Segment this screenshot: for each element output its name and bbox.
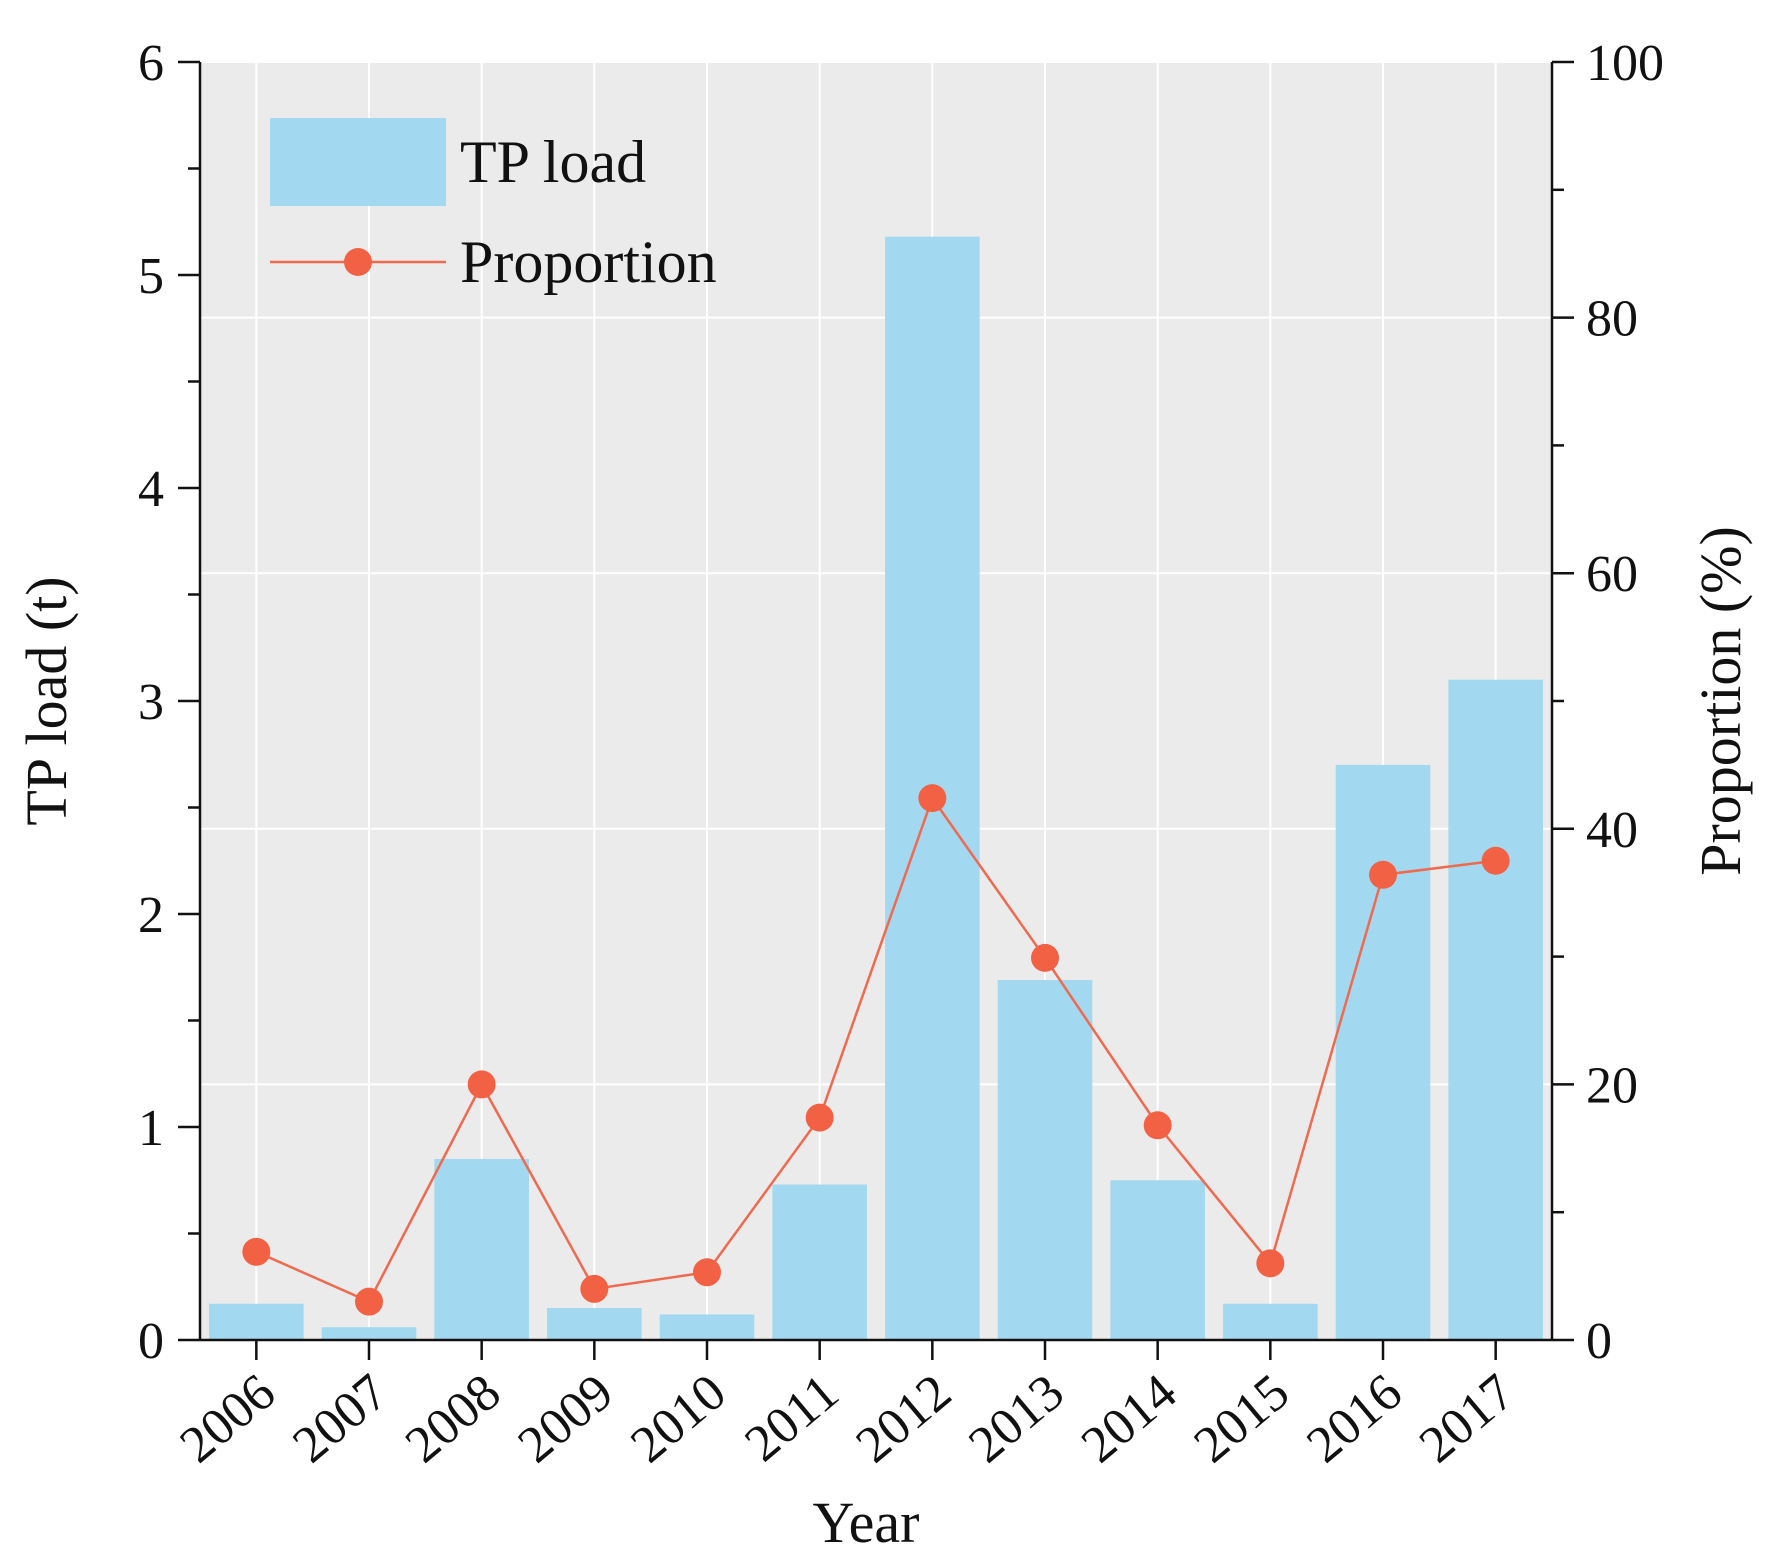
legend-bar-swatch (270, 118, 446, 206)
bar-2009 (547, 1308, 642, 1340)
point-2017 (1481, 846, 1510, 875)
bar-2011 (772, 1184, 867, 1340)
plot-background (200, 62, 1552, 1340)
x-tick-label: 2011 (735, 1364, 850, 1473)
x-tick-label: 2008 (395, 1364, 511, 1475)
bar-2010 (659, 1314, 755, 1340)
x-tick-label: 2017 (1409, 1364, 1525, 1475)
x-tick-label: 2013 (958, 1364, 1074, 1475)
right-tick-label: 0 (1586, 1313, 1612, 1370)
point-2007 (355, 1287, 383, 1316)
left-tick-label: 4 (138, 461, 164, 518)
right-tick-label: 80 (1586, 291, 1638, 348)
x-tick-label: 2015 (1184, 1364, 1300, 1475)
x-tick-label: 2014 (1071, 1364, 1187, 1475)
bar-2016 (1335, 764, 1431, 1340)
right-tick-label: 60 (1586, 546, 1638, 603)
right-tick-label: 40 (1586, 802, 1638, 859)
x-tick-label: 2016 (1296, 1364, 1412, 1475)
bar-2015 (1223, 1303, 1318, 1340)
point-2010 (693, 1258, 721, 1287)
point-2011 (805, 1103, 834, 1132)
point-2014 (1143, 1111, 1172, 1140)
right-axis-title: Proportion (%) (1688, 526, 1753, 876)
legend-label-proportion: Proportion (460, 229, 717, 295)
left-tick-label: 3 (138, 674, 164, 731)
left-axis-title: TP load (t) (14, 576, 79, 825)
left-tick-label: 2 (138, 887, 164, 944)
x-tick-label: 2007 (282, 1364, 398, 1475)
point-2013 (1031, 943, 1059, 972)
x-tick-label: 2009 (508, 1364, 624, 1475)
point-2012 (918, 784, 947, 813)
x-tick-label: 2012 (846, 1364, 962, 1475)
point-2015 (1256, 1249, 1285, 1278)
legend-marker-swatch (344, 248, 372, 276)
bar-2008 (434, 1158, 529, 1340)
right-tick-label: 20 (1586, 1057, 1638, 1114)
left-tick-label: 6 (138, 35, 164, 92)
x-axis-title: Year (813, 1490, 920, 1555)
point-2009 (580, 1274, 609, 1303)
point-2008 (467, 1070, 496, 1099)
x-tick-label: 2006 (170, 1364, 286, 1475)
line-series (242, 784, 1510, 1316)
right-tick-label: 100 (1586, 35, 1664, 92)
left-tick-label: 0 (138, 1313, 164, 1370)
bar-2006 (209, 1303, 304, 1340)
bar-2017 (1448, 679, 1543, 1340)
bar-2007 (321, 1327, 417, 1340)
left-tick-label: 1 (138, 1100, 164, 1157)
x-tick-label: 2010 (620, 1364, 736, 1475)
proportion-line (255, 795, 1496, 1304)
bar-2014 (1110, 1180, 1205, 1340)
left-tick-label: 5 (138, 248, 164, 305)
legend: TP load Proportion (270, 118, 717, 295)
bar-2013 (997, 980, 1093, 1340)
legend-label-tp-load: TP load (460, 129, 646, 195)
point-2016 (1369, 860, 1397, 889)
point-2006 (242, 1237, 271, 1266)
